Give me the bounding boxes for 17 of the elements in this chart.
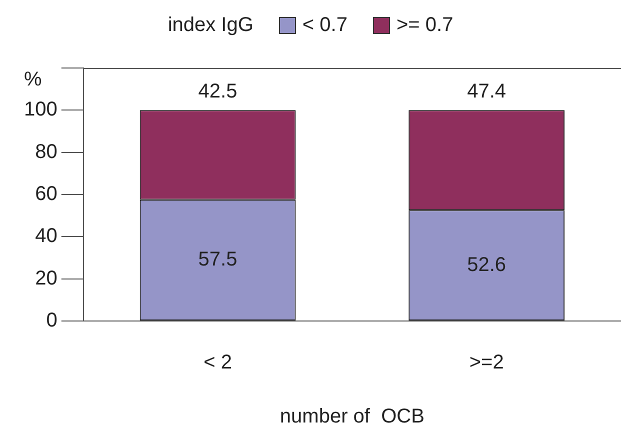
x-tick-label: >=2	[469, 352, 504, 374]
y-tick-label: 20	[35, 267, 58, 290]
y-axis-title: %	[24, 68, 42, 91]
data-label: 42.5	[198, 80, 238, 103]
legend-label: >= 0.7	[396, 14, 454, 37]
legend-label: < 0.7	[302, 14, 348, 37]
y-tick-label: 40	[35, 225, 58, 248]
x-tick-label: < 2	[204, 352, 232, 374]
data-label: 57.5	[198, 248, 238, 271]
data-label: 47.4	[467, 80, 506, 103]
y-tick-label: 0	[46, 310, 58, 332]
y-tick-label: 80	[35, 140, 58, 163]
y-tick-label: 100	[24, 98, 58, 121]
data-label: 52.6	[467, 254, 506, 276]
legend-title: index IgG	[168, 14, 254, 37]
y-tick-label: 60	[35, 183, 58, 206]
x-axis-title: number of OCB	[280, 406, 424, 428]
